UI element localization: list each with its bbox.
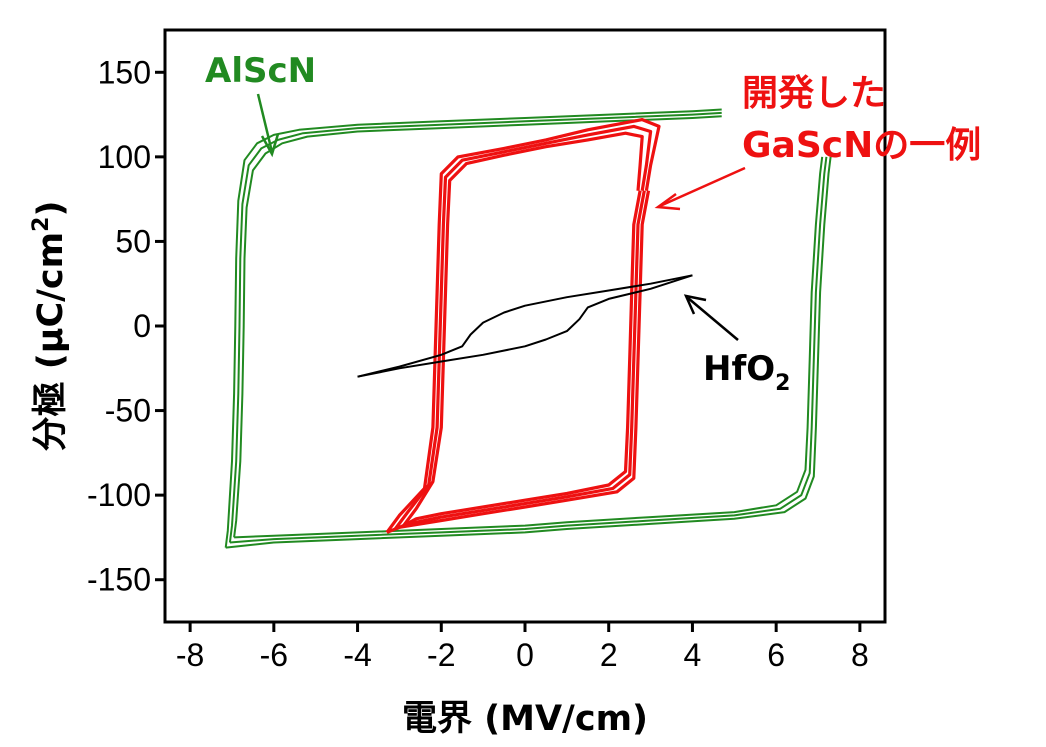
series-line-gascn-loop3-upper xyxy=(385,117,661,534)
series-line-gascn-loop1-upper xyxy=(402,131,644,527)
annotation-gascn-line1: 開発した xyxy=(742,73,886,114)
series-alscn xyxy=(224,108,832,549)
annotation-gascn-arrow xyxy=(659,166,746,208)
annotation-alscn: AlScN xyxy=(205,51,316,91)
x-tick-label: -8 xyxy=(176,637,204,673)
series-line-hfo2-loop1-lower xyxy=(357,274,693,378)
series-line-alscn-loop2-upper xyxy=(228,111,722,543)
x-axis-ticks: -8 -6 -4 -2 0 2 4 6 8 xyxy=(176,622,869,673)
x-tick-label: 8 xyxy=(851,637,869,673)
x-tick-label: -6 xyxy=(260,637,288,673)
y-tick-label: 150 xyxy=(98,54,151,90)
y-tick-label: 50 xyxy=(115,223,151,259)
y-axis-ticks: 150 100 50 0 -50 -100 -150 xyxy=(87,54,165,598)
series-line-hfo2-loop1-upper xyxy=(357,274,693,378)
series-line-alscn-loop3-lower xyxy=(225,156,832,549)
annotation-alscn-arrow xyxy=(256,93,274,153)
series-line-alscn-loop3-upper xyxy=(224,108,722,548)
annotation-alscn-arrowhead xyxy=(260,133,280,158)
series-line-alscn-loop1-lower xyxy=(234,156,824,539)
series-gascn xyxy=(385,117,661,534)
y-tick-label: 100 xyxy=(98,139,151,175)
y-tick-label: -150 xyxy=(87,562,151,598)
annotation-hfo2-arrowhead xyxy=(683,294,707,315)
y-axis-label-superscript: 2 xyxy=(29,217,54,232)
x-tick-label: -4 xyxy=(343,637,371,673)
x-tick-label: 4 xyxy=(684,637,702,673)
y-tick-label: 0 xyxy=(133,308,151,344)
annotation-hfo2-arrow xyxy=(687,297,739,341)
annotation-gascn-line2: GaScNの一例 xyxy=(742,125,981,166)
annotation-gascn-arrowhead xyxy=(654,192,681,211)
x-tick-label: -2 xyxy=(427,637,455,673)
series-line-gascn-loop2-upper xyxy=(393,124,653,530)
annotation-hfo2: HfO2 xyxy=(703,349,790,396)
x-tick-label: 6 xyxy=(767,637,785,673)
y-axis-label-main: 分極 (μC/cm xyxy=(31,232,71,452)
plot-curves xyxy=(224,108,832,549)
series-line-gascn-loop1-lower xyxy=(402,190,642,528)
y-axis-label: 分極 (μC/cm2) xyxy=(29,201,71,452)
y-tick-label: -50 xyxy=(105,393,151,429)
x-tick-label: 0 xyxy=(516,637,534,673)
y-tick-label: -100 xyxy=(87,477,151,513)
x-axis-label: 電界 (MV/cm) xyxy=(402,699,648,739)
series-hfo2 xyxy=(357,274,693,378)
y-axis-label-close: ) xyxy=(31,201,71,217)
series-line-alscn-loop1-upper xyxy=(233,115,722,538)
x-tick-label: 2 xyxy=(600,637,618,673)
series-line-alscn-loop2-lower xyxy=(229,156,828,544)
